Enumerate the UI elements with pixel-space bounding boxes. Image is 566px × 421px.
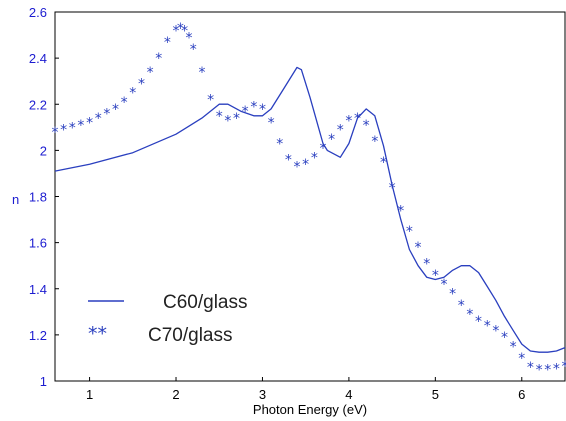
series-point-c70: * — [207, 93, 214, 109]
series-point-c70: * — [423, 256, 430, 272]
x-tick-label: 1 — [86, 387, 93, 402]
series-point-c70: * — [510, 339, 517, 355]
series-point-c70: * — [337, 123, 344, 139]
series-point-c70: * — [276, 136, 283, 152]
series-point-c70: * — [536, 362, 543, 378]
series-point-c70: * — [177, 21, 184, 37]
legend-label-c70: C70/glass — [148, 325, 233, 346]
series-point-c70: * — [458, 298, 465, 314]
x-axis-label: Photon Energy (eV) — [253, 402, 367, 417]
series-point-c70: * — [527, 360, 534, 376]
series-point-c70: * — [95, 111, 102, 127]
series-point-c70: * — [190, 42, 197, 58]
series-point-c70: * — [268, 116, 275, 132]
series-point-c70: * — [112, 102, 119, 118]
series-point-c70: * — [259, 102, 266, 118]
y-tick-label: 1.2 — [29, 328, 47, 343]
x-tick-label: 3 — [259, 387, 266, 402]
series-point-c70: * — [363, 118, 370, 134]
series-point-c70: * — [449, 286, 456, 302]
series-line-c60 — [54, 66, 566, 353]
series-layer: * * * * * * * * ************** * * * * **** * * ***** * **… — [52, 21, 566, 378]
series-point-c70: * — [397, 203, 404, 219]
series-point-c70: * — [501, 330, 508, 346]
series-point-c70: * — [250, 100, 257, 116]
series-point-c70: * — [562, 359, 566, 375]
series-point-c70: * — [103, 106, 110, 122]
legend-label-c60: C60/glass — [163, 292, 248, 313]
y-axis-label: n — [12, 192, 19, 207]
series-point-c70: * — [311, 150, 318, 166]
y-tick-label: 1.6 — [29, 236, 47, 251]
x-tick-label: 6 — [518, 387, 525, 402]
series-point-c70: * — [354, 111, 361, 127]
series-point-c70: * — [518, 351, 525, 367]
legend: C60/glass ** C70/glass — [88, 292, 248, 346]
series-point-c70: * — [440, 277, 447, 293]
series-point-c70: * — [121, 95, 128, 111]
y-tick-label: 2.4 — [29, 51, 47, 66]
y-tick-label: 2 — [40, 143, 47, 158]
y-tick-label: 2.6 — [29, 5, 47, 20]
x-axis-ticks: 1 2 3 4 5 6 — [86, 377, 525, 402]
series-point-c70: * — [466, 307, 473, 323]
series-point-c70: * — [69, 120, 76, 136]
series-point-c70: * — [216, 109, 223, 125]
series-point-c70: * — [52, 125, 59, 141]
series-point-c70: * — [371, 134, 378, 150]
series-point-c70: * — [389, 180, 396, 196]
series-point-c70: * — [147, 65, 154, 81]
series-point-c70: * — [86, 116, 93, 132]
series-point-c70: * — [544, 362, 551, 378]
series-point-c70: * — [181, 23, 188, 39]
series-point-c70: * — [345, 113, 352, 129]
series-point-c70: * — [492, 323, 499, 339]
y-tick-label: 1 — [40, 374, 47, 389]
y-axis-ticks: 1 1.2 1.4 1.6 1.8 2 2.2 2.4 2.6 — [29, 5, 59, 389]
x-tick-label: 4 — [345, 387, 352, 402]
series-point-c70: * — [77, 118, 84, 134]
series-point-c70: * — [484, 319, 491, 335]
series-point-c70: * — [319, 141, 326, 157]
y-tick-label: 2.2 — [29, 97, 47, 112]
x-tick-label: 2 — [172, 387, 179, 402]
x-tick-label: 5 — [432, 387, 439, 402]
series-point-c70: * — [380, 155, 387, 171]
series-point-c70: * — [224, 113, 231, 129]
series-point-c70: * — [155, 51, 162, 67]
series-point-c70: * — [406, 224, 413, 240]
series-point-c70: * — [328, 132, 335, 148]
series-point-c70: * — [432, 268, 439, 284]
series-point-c70: * — [302, 157, 309, 173]
series-point-c70: * — [553, 361, 560, 377]
series-point-c70: * — [138, 76, 145, 92]
plot-area — [54, 11, 566, 382]
series-point-c70: * — [294, 160, 301, 176]
series-point-c70: * — [129, 86, 136, 102]
y-tick-label: 1.8 — [29, 190, 47, 205]
series-point-c70: * — [198, 65, 205, 81]
series-point-c70: * — [173, 23, 180, 39]
legend-swatch-c70: ** — [88, 323, 107, 345]
series-point-c70: * — [285, 153, 292, 169]
series-point-c70: * — [185, 30, 192, 46]
series-point-c70: * — [242, 104, 249, 120]
series-point-c70: * — [233, 111, 240, 127]
series-point-c70: * — [415, 240, 422, 256]
series-point-c70: * — [475, 314, 482, 330]
series-point-c70: * — [60, 123, 67, 139]
y-tick-label: 1.4 — [29, 282, 47, 297]
series-point-c70: * — [164, 35, 171, 51]
